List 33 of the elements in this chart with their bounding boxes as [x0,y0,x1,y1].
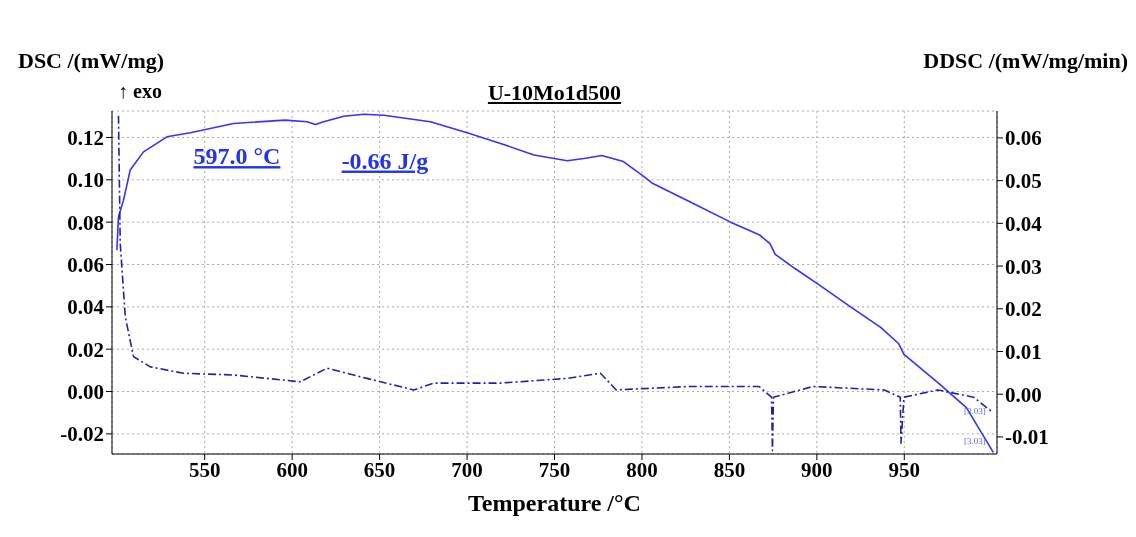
x-tick-label: 950 [888,457,921,482]
y-tick-label: 0.12 [67,125,104,150]
y2-tick-label: 0.06 [1005,126,1042,151]
y2-tick-label: 0.05 [1005,169,1042,194]
y-tick-label: 0.02 [67,337,104,362]
x-tick-label: 550 [188,457,221,482]
x-tick-label: 850 [713,457,746,482]
x-axis-title: Temperature /°C [467,490,642,517]
x-tick-label: 800 [626,457,658,482]
y-tick-label: 0.00 [67,380,104,404]
y-tick-label: 0.08 [67,210,104,235]
annotation: 597.0 °C [193,143,281,170]
y2-tick-label: 0.03 [1005,254,1042,279]
y2-tick-label: 0.00 [1005,382,1042,407]
y2-tick-label: 0.01 [1005,339,1042,364]
y2-tick-label: 0.02 [1005,297,1042,322]
text: ↑ exo [118,80,162,103]
y-axis-title: DSC /(mW/mg) [18,48,165,74]
x-tick-label: 700 [451,457,483,482]
y-tick-label: 0.06 [67,252,104,277]
x-tick-label: 650 [363,457,396,482]
y2-tick-label: -0.01 [1005,425,1049,450]
y2-tick-label: 0.04 [1005,211,1043,236]
x-tick-label: 750 [538,457,571,482]
x-tick-label: 900 [801,457,833,482]
annotation: [3.03] [963,435,986,446]
x-tick-label: 600 [276,457,308,482]
annotation: -0.66 J/g [341,147,429,174]
y-tick-label: -0.02 [60,422,104,447]
y2-axis-title: DDSC /(mW/mg/min) [923,48,1128,74]
chart-title: U-10Mo1d500 [487,80,622,105]
y-tick-label: 0.04 [67,295,105,320]
y-tick-label: 0.10 [67,168,104,193]
